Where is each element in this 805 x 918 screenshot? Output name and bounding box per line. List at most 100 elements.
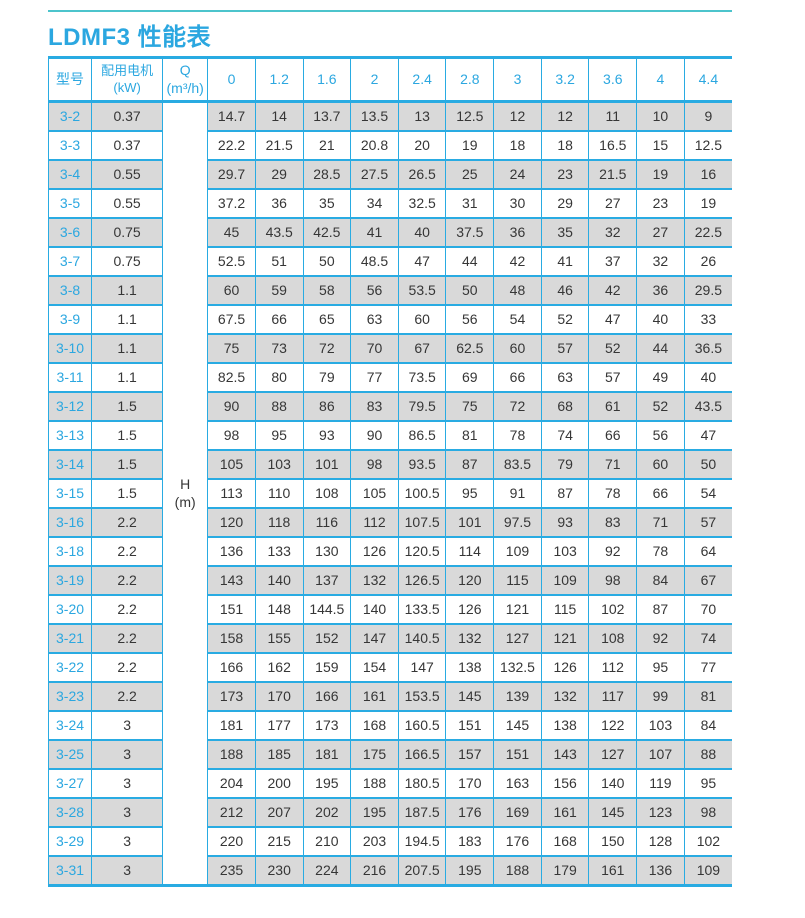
- head-value-cell: 36: [636, 275, 685, 305]
- motor-power-cell: 0.37: [91, 130, 163, 160]
- motor-power-cell: 1.1: [91, 362, 163, 392]
- flow-value-header: 2: [350, 56, 399, 103]
- head-value-cell: 154: [350, 652, 399, 682]
- head-value-cell: 157: [445, 739, 494, 769]
- head-value-cell: 49: [636, 362, 685, 392]
- head-value-cell: 78: [588, 478, 637, 508]
- motor-power-cell: 2.2: [91, 623, 163, 653]
- head-value-cell: 126: [350, 536, 399, 566]
- head-value-cell: 12: [540, 100, 589, 131]
- head-value-cell: 138: [540, 710, 589, 740]
- motor-power-cell: 3: [91, 855, 163, 887]
- head-value-cell: 43.5: [254, 217, 304, 247]
- head-value-cell: 12: [493, 100, 542, 131]
- head-value-cell: 32.5: [397, 188, 446, 218]
- flow-value-header: 3.2: [540, 56, 589, 103]
- page-title: LDMF3 性能表: [48, 24, 212, 51]
- motor-power-cell: 0.75: [91, 217, 163, 247]
- head-value-cell: 103: [636, 710, 685, 740]
- head-value-cell: 93.5: [397, 449, 446, 479]
- motor-power-cell: 2.2: [91, 652, 163, 682]
- head-value-cell: 36: [254, 188, 304, 218]
- head-value-cell: 177: [254, 710, 304, 740]
- head-value-cell: 159: [302, 652, 351, 682]
- head-value-cell: 91: [493, 478, 542, 508]
- table-row: 3-28 3 212 207 202 195 187.5 176 169 161 145 123 98: [47, 797, 732, 827]
- head-value-cell: 187.5: [397, 797, 446, 827]
- head-value-cell: 16: [683, 159, 732, 189]
- head-value-cell: 176: [445, 797, 494, 827]
- head-value-cell: 181: [302, 739, 351, 769]
- head-value-cell: 19: [683, 188, 732, 218]
- flow-value-header: 4: [636, 56, 685, 103]
- head-value-cell: 67: [683, 565, 732, 595]
- head-value-cell: 26: [683, 246, 732, 276]
- model-cell: 3-31: [47, 855, 92, 887]
- head-value-cell: 97.5: [493, 507, 542, 537]
- performance-table-body: 3-2 0.37 H (m) 14.7 14 13.7 13.5 13 12.5 12 12 11 10 9…: [47, 100, 732, 887]
- table-row: 3-8 1.1 60 59 58 56 53.5 50 48 46 42 36 29.5: [47, 275, 732, 305]
- head-value-cell: 50: [683, 449, 732, 479]
- head-value-cell: 47: [588, 304, 637, 334]
- head-value-cell: 53.5: [397, 275, 446, 305]
- head-value-cell: 176: [493, 826, 542, 856]
- head-value-cell: 27: [588, 188, 637, 218]
- table-row: 3-29 3 220 215 210 203 194.5 183 176 168 150 128 102: [47, 826, 732, 856]
- motor-power-cell: 1.5: [91, 449, 163, 479]
- head-value-cell: 166.5: [397, 739, 446, 769]
- head-value-cell: 50: [445, 275, 494, 305]
- head-value-cell: 93: [302, 420, 351, 450]
- head-value-cell: 87: [636, 594, 685, 624]
- performance-table-header: 型号 配用电机 (kW) Q (m³/h) 0 1.2 1.6 2 2.4 2.8 3 3.2 3.6 4 4…: [47, 56, 732, 103]
- head-value-cell: 126: [445, 594, 494, 624]
- head-value-cell: 69: [445, 362, 494, 392]
- head-value-cell: 152: [302, 623, 351, 653]
- head-value-cell: 188: [350, 768, 399, 798]
- head-value-cell: 60: [207, 275, 256, 305]
- table-row: 3-2 0.37 H (m) 14.7 14 13.7 13.5 13 12.5 12 12 11 10 9: [47, 100, 732, 887]
- head-value-cell: 13.7: [302, 100, 351, 131]
- head-value-cell: 145: [493, 710, 542, 740]
- head-value-cell: 123: [636, 797, 685, 827]
- table-row: 3-19 2.2 143 140 137 132 126.5 120 115 109 98 84 67: [47, 565, 732, 595]
- head-value-cell: 151: [493, 739, 542, 769]
- head-value-cell: 41: [540, 246, 589, 276]
- head-value-cell: 122: [588, 710, 637, 740]
- head-value-cell: 37.2: [207, 188, 256, 218]
- head-value-cell: 45: [207, 217, 256, 247]
- table-row: 3-24 3 181 177 173 168 160.5 151 145 138 122 103 84: [47, 710, 732, 740]
- motor-power-cell: 3: [91, 768, 163, 798]
- head-value-cell: 29: [254, 159, 304, 189]
- head-value-cell: 98: [207, 420, 256, 450]
- motor-power-cell: 3: [91, 739, 163, 769]
- head-value-cell: 98: [350, 449, 399, 479]
- model-cell: 3-11: [47, 362, 92, 392]
- head-value-cell: 35: [302, 188, 351, 218]
- motor-power-cell: 2.2: [91, 536, 163, 566]
- head-value-cell: 140: [588, 768, 637, 798]
- head-value-cell: 130: [302, 536, 351, 566]
- head-value-cell: 183: [445, 826, 494, 856]
- head-value-cell: 83: [588, 507, 637, 537]
- flow-value-header: 2.4: [397, 56, 446, 103]
- head-value-cell: 121: [493, 594, 542, 624]
- head-value-cell: 139: [493, 681, 542, 711]
- head-value-cell: 26.5: [397, 159, 446, 189]
- head-value-cell: 16.5: [588, 130, 637, 160]
- motor-power-cell: 1.1: [91, 304, 163, 334]
- head-value-cell: 72: [302, 333, 351, 363]
- model-cell: 3-19: [47, 565, 92, 595]
- head-value-cell: 101: [302, 449, 351, 479]
- head-value-cell: 168: [540, 826, 589, 856]
- head-value-cell: 82.5: [207, 362, 256, 392]
- head-value-cell: 128: [636, 826, 685, 856]
- head-value-cell: 215: [254, 826, 304, 856]
- head-value-cell: 11: [588, 100, 637, 131]
- head-value-cell: 24: [493, 159, 542, 189]
- head-value-cell: 74: [683, 623, 732, 653]
- head-value-cell: 115: [493, 565, 542, 595]
- head-value-cell: 107: [636, 739, 685, 769]
- flow-value-header: 0: [207, 56, 256, 103]
- head-value-cell: 147: [397, 652, 446, 682]
